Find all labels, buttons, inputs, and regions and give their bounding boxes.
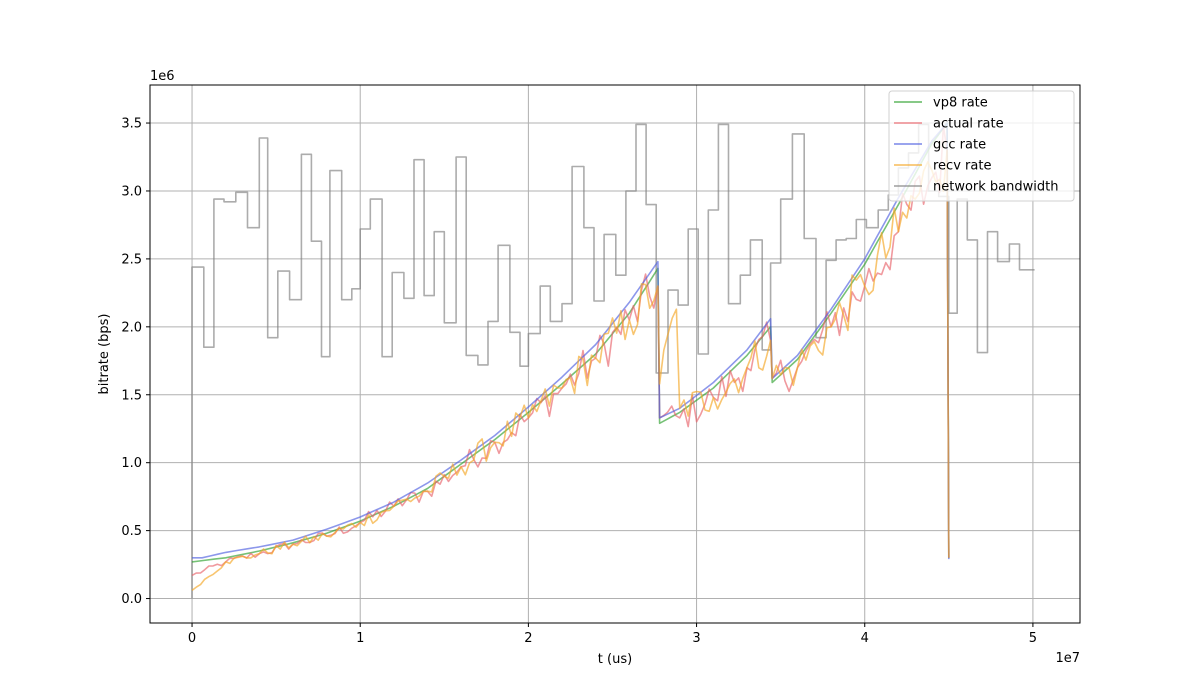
x-tick-label: 5 — [1029, 631, 1037, 646]
legend: vp8 rate actual rate gcc rate recv rate netw… — [888, 90, 1075, 202]
x-tick-label: 3 — [692, 631, 700, 646]
legend-label: actual rate — [933, 117, 1004, 132]
series-line-gcc-rate — [192, 122, 950, 560]
x-axis-label: t (us) — [598, 652, 632, 667]
legend-label: network bandwidth — [933, 180, 1058, 195]
y-tick-label: 3.0 — [121, 184, 142, 199]
y-offset-text: 1e6 — [150, 69, 175, 84]
series-layer — [191, 122, 1035, 599]
y-axis: 0.0 0.5 1.0 1.5 2.0 2.5 3.0 3.5 — [121, 117, 150, 607]
x-axis: 0 1 2 3 4 5 — [188, 623, 1037, 646]
legend-box — [888, 90, 1075, 202]
y-tick-label: 2.5 — [121, 252, 142, 267]
y-tick-label: 0.0 — [121, 592, 142, 607]
y-tick-label: 1.0 — [121, 456, 142, 471]
y-tick-label: 3.5 — [121, 117, 142, 132]
x-tick-label: 1 — [356, 631, 364, 646]
plot-frame — [149, 84, 1081, 624]
series-line-recv-rate — [191, 149, 950, 592]
x-offset-text: 1e7 — [1055, 651, 1080, 666]
legend-label: vp8 rate — [933, 96, 988, 111]
y-tick-label: 2.0 — [121, 320, 142, 335]
y-tick-label: 0.5 — [121, 524, 142, 539]
x-tick-label: 4 — [861, 631, 869, 646]
legend-label: recv rate — [933, 159, 991, 174]
x-tick-label: 0 — [188, 631, 196, 646]
x-tick-label: 2 — [524, 631, 532, 646]
y-tick-label: 1.5 — [121, 388, 142, 403]
y-axis-label: bitrate (bps) — [97, 314, 112, 395]
legend-label: gcc rate — [933, 138, 986, 153]
